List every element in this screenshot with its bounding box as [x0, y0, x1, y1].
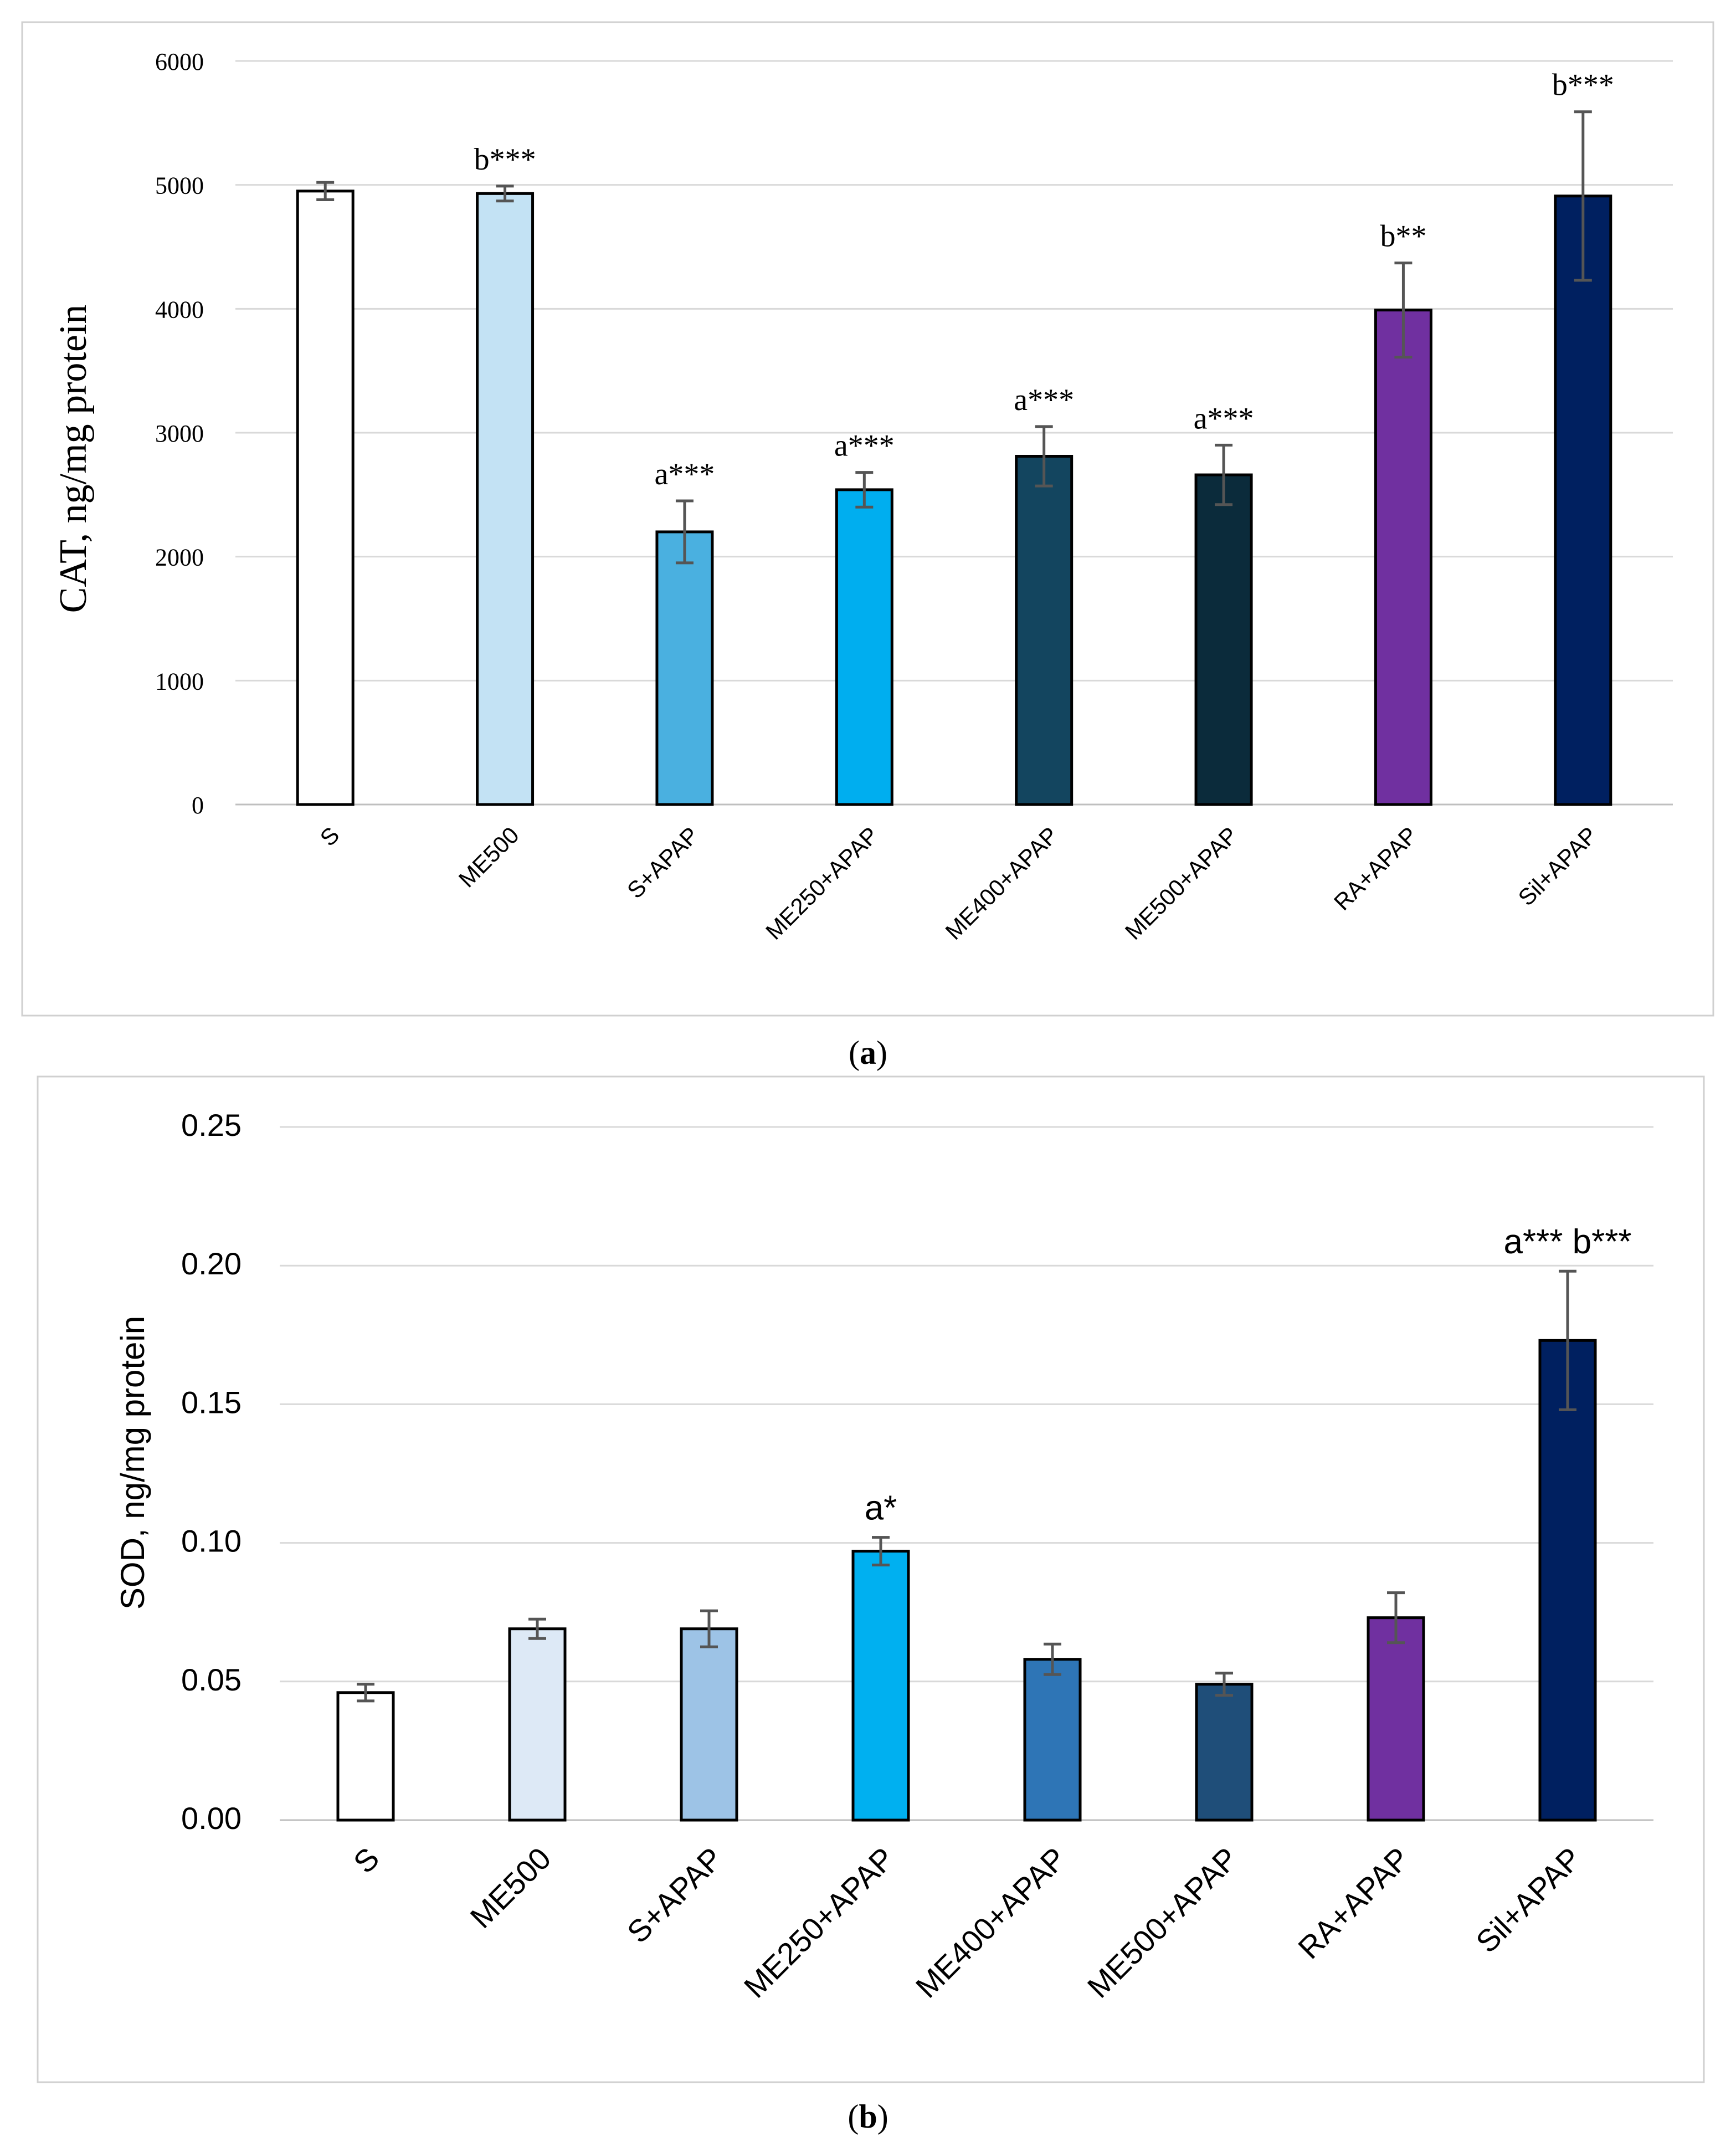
bar-S — [336, 1691, 395, 1822]
y-tick-label: 5000 — [155, 172, 204, 199]
y-tick-label: 0.25 — [181, 1108, 242, 1142]
bar-Sil+APAP — [1554, 194, 1612, 806]
chart-b-y-ticks: 0.00 0.05 0.10 0.15 0.20 0.25 — [181, 1108, 242, 1836]
significance-label: a*** b*** — [1504, 1223, 1632, 1261]
y-tick-label: 1000 — [155, 668, 204, 695]
bar-ME500+APAP — [1195, 1683, 1254, 1822]
error-bar — [855, 471, 874, 509]
y-tick-label: 0.20 — [181, 1246, 242, 1281]
error-bar — [1387, 1591, 1405, 1644]
bar-ME500 — [508, 1627, 567, 1822]
bar-ME400+APAP — [1023, 1658, 1082, 1822]
bar-ME400+APAP — [1015, 454, 1074, 806]
error-bar — [1215, 1672, 1233, 1697]
error-bar — [1044, 1642, 1061, 1676]
bar-S — [296, 189, 355, 806]
y-tick-label: 6000 — [155, 48, 204, 75]
significance-label: a*** — [655, 457, 715, 491]
significance-label: b*** — [474, 142, 536, 177]
bar-ME500+APAP — [1194, 473, 1253, 806]
chart-a-bars — [296, 189, 1612, 806]
chart-a-y-ticks: 0 1000 2000 3000 4000 5000 6000 — [155, 48, 204, 819]
panel-label-b: (b) — [848, 2098, 888, 2135]
bar-ME250+APAP — [851, 1550, 910, 1822]
bar-ME250+APAP — [835, 488, 893, 806]
significance-label: a* — [865, 1489, 897, 1528]
chart-a-annotations: b*** a*** a*** a*** a*** b** b*** — [474, 68, 1614, 491]
error-bar — [357, 1683, 374, 1703]
panel-label-b-letter: b — [859, 2098, 877, 2135]
y-tick-label: 0.15 — [181, 1385, 242, 1420]
error-bar — [1574, 110, 1592, 282]
significance-label: b** — [1380, 219, 1426, 254]
error-bar — [1559, 1269, 1576, 1411]
y-tick-label: 2000 — [155, 544, 204, 571]
bar-Sil+APAP — [1538, 1339, 1597, 1822]
y-tick-label: 3000 — [155, 420, 204, 447]
error-bar — [1394, 262, 1413, 359]
error-bar — [496, 185, 514, 203]
bar-S+APAP — [655, 530, 714, 806]
bar-RA+APAP — [1374, 309, 1432, 806]
significance-label: b*** — [1552, 68, 1614, 103]
error-bar — [872, 1536, 890, 1567]
chart-b-annotations: a* a*** b*** — [865, 1223, 1632, 1527]
error-bar — [1215, 443, 1233, 506]
chart-a-cat: 0 1000 2000 3000 4000 5000 6000 b*** a*** a*** a*… — [21, 21, 1714, 1017]
y-tick-label: 4000 — [155, 296, 204, 323]
bar-S+APAP — [680, 1627, 738, 1822]
bar-ME500 — [476, 192, 535, 806]
significance-label: a*** — [1014, 383, 1074, 417]
chart-b-sod: 0.000.050.100.150.200.25 a*a*** b*** S ME… — [37, 1075, 1705, 2083]
y-tick-label: 0 — [192, 792, 204, 819]
error-bar — [528, 1617, 546, 1640]
y-tick-label: 0.05 — [181, 1662, 242, 1697]
chart-a-y-axis-label: CAT, ng/mg protein — [52, 305, 95, 613]
panel-label-a: (a) — [849, 1034, 887, 1071]
chart-b-error-bars — [357, 1269, 1576, 1703]
y-tick-label: 0.10 — [181, 1524, 242, 1559]
error-bar — [1035, 425, 1053, 488]
error-bar — [700, 1609, 718, 1648]
y-tick-label: 0.00 — [181, 1801, 242, 1836]
chart-a-error-bars — [316, 110, 1592, 565]
chart-b-y-axis-label: SOD, ng/mg protein — [114, 1316, 151, 1610]
chart-b-bars — [336, 1339, 1597, 1822]
bar-RA+APAP — [1367, 1616, 1425, 1822]
significance-label: a*** — [1194, 401, 1254, 435]
error-bar — [316, 181, 335, 202]
significance-label: a*** — [834, 429, 895, 463]
chart-a-gridlines — [235, 60, 1673, 806]
panel-label-a-letter: a — [860, 1034, 876, 1071]
error-bar — [675, 499, 694, 565]
